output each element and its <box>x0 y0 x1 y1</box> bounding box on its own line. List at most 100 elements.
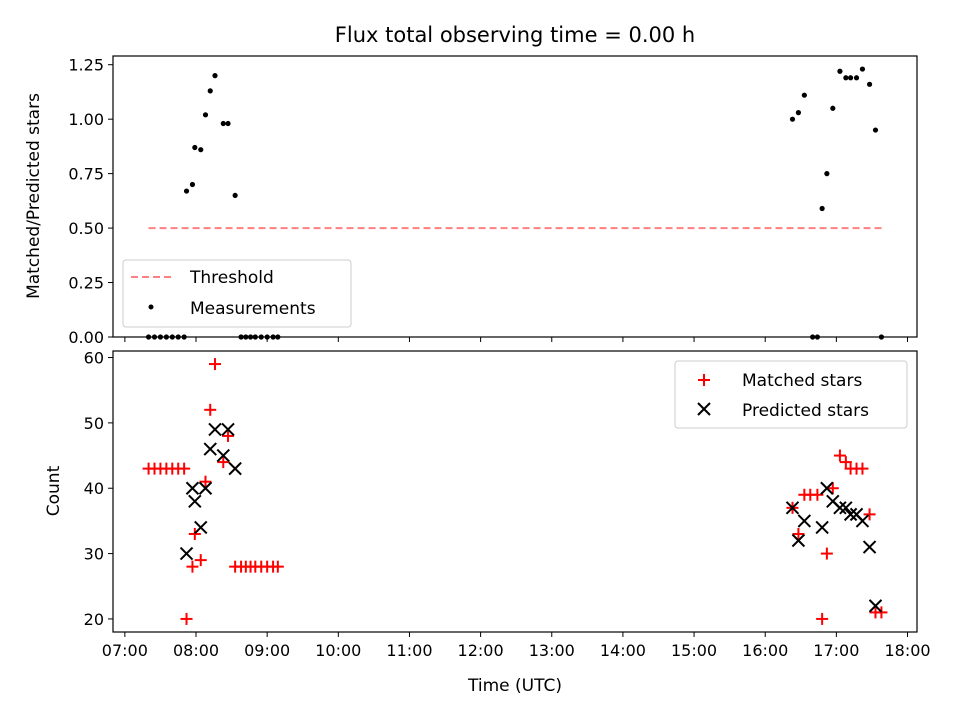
matched-star-point <box>811 488 824 501</box>
matched-star-point <box>178 462 191 475</box>
legend-predicted-label: Predicted stars <box>742 401 869 421</box>
matched-star-point <box>188 527 201 540</box>
predicted-star-point <box>179 546 194 561</box>
measurement-point <box>789 116 796 122</box>
bottom-x-tick-label: 08:00 <box>173 641 219 660</box>
bottom-y-tick-label: 30 <box>84 545 104 564</box>
matched-star-point <box>271 560 284 573</box>
top-plot-frame <box>112 55 918 338</box>
bottom-legend-box <box>674 360 908 429</box>
bottom-x-tick-label: 14:00 <box>600 641 646 660</box>
bottom-x-tick-label: 12:00 <box>458 641 504 660</box>
matched-star-point <box>792 527 805 540</box>
bottom-legend: Matched stars Predicted stars <box>674 360 908 429</box>
top-legend: Threshold Measurements <box>122 259 352 328</box>
matched-star-point <box>863 508 876 521</box>
matched-star-point <box>856 462 869 475</box>
legend-matched-swatch <box>698 374 710 386</box>
matched-star-point <box>222 429 235 442</box>
top-panel: 0.00 0.25 0.50 0.75 1.00 1.25 Matched/Predict… <box>24 55 918 347</box>
bottom-x-tick-label: 13:00 <box>529 641 575 660</box>
predicted-star-point <box>203 442 217 456</box>
measurement-point <box>847 75 854 81</box>
predicted-star-point <box>833 501 847 515</box>
matched-star-point <box>194 554 207 567</box>
bottom-y-axis-label: Count <box>44 465 64 516</box>
predicted-star-point <box>198 481 213 495</box>
top-y-tick-label: 0.25 <box>68 274 104 293</box>
bottom-x-tick-label: 10:00 <box>315 641 361 660</box>
predicted-star-point <box>855 514 870 528</box>
legend-measurements-swatch <box>148 304 154 310</box>
bottom-plot-frame <box>112 350 918 633</box>
matched-star-point <box>217 456 230 469</box>
top-y-tick-label: 0.00 <box>68 328 104 347</box>
chart-title: Flux total observing time = 0.00 h <box>335 23 695 47</box>
measurement-point <box>801 92 807 98</box>
measurement-point <box>225 120 231 127</box>
top-y-tick-label: 0.50 <box>68 219 104 238</box>
predicted-star-point <box>188 494 202 509</box>
legend-measurements-label: Measurements <box>190 299 316 319</box>
measurement-point <box>198 147 204 153</box>
measurement-point <box>872 127 879 133</box>
measurement-point <box>853 75 860 81</box>
matched-star-point <box>839 456 852 469</box>
matched-star-point <box>826 482 839 495</box>
top-y-tick-label: 0.75 <box>68 165 104 184</box>
matched-star-point <box>180 612 193 625</box>
bottom-x-tick-label: 18:00 <box>884 641 930 660</box>
measurement-point <box>207 88 213 94</box>
measurement-point <box>183 188 190 194</box>
matched-star-point <box>816 612 829 625</box>
matched-star-point <box>199 475 212 488</box>
matched-star-point <box>208 358 221 371</box>
measurement-point <box>866 81 873 87</box>
top-y-tick-label: 1.00 <box>68 110 104 129</box>
predicted-star-point <box>815 520 829 535</box>
measurement-point <box>830 105 836 111</box>
bottom-x-tick-label: 11:00 <box>386 641 432 660</box>
matched-star-point <box>186 560 199 573</box>
measurement-point <box>189 181 196 188</box>
predicted-star-point <box>185 481 200 495</box>
predicted-star-point <box>862 540 877 554</box>
bottom-y-tick-label: 20 <box>84 610 104 629</box>
matched-star-point <box>204 403 217 416</box>
legend-predicted-swatch <box>697 402 711 416</box>
predicted-star-point <box>797 514 812 528</box>
bottom-panel: 07:00 08:00 09:00 10:00 11:00 12:00 13:00 14:00… <box>44 349 931 696</box>
predicted-star-point <box>868 599 883 613</box>
measurement-point <box>819 205 825 212</box>
predicted-star-point <box>839 501 853 515</box>
legend-threshold-label: Threshold <box>189 268 274 288</box>
predicted-star-point <box>208 422 222 437</box>
legend-matched-label: Matched stars <box>742 371 862 391</box>
predicted-star-point <box>216 448 230 463</box>
x-axis-label: Time (UTC) <box>467 676 562 696</box>
measurement-point <box>824 171 830 177</box>
matched-star-point <box>833 449 846 462</box>
top-y-axis-label: Matched/Predicted stars <box>24 93 44 299</box>
bottom-x-tick-label: 17:00 <box>813 641 859 660</box>
measurement-point <box>232 192 238 199</box>
matched-star-point <box>820 547 833 560</box>
measurement-point <box>192 144 198 151</box>
matched-star-point <box>875 606 888 619</box>
measurement-point <box>859 66 866 72</box>
measurement-point <box>220 120 226 127</box>
measurement-point <box>837 68 843 74</box>
measurement-point <box>212 73 218 79</box>
measurement-point <box>202 112 209 118</box>
top-y-tick-label: 1.25 <box>68 56 104 75</box>
bottom-y-tick-label: 40 <box>84 479 104 498</box>
predicted-star-point <box>791 533 806 548</box>
bottom-x-tick-label: 09:00 <box>244 641 290 660</box>
bottom-y-tick-label: 60 <box>84 349 104 368</box>
predicted-star-point <box>843 507 858 522</box>
bottom-x-tick-label: 07:00 <box>102 641 148 660</box>
predicted-star-point <box>221 422 235 437</box>
bottom-x-tick-label: 16:00 <box>742 641 788 660</box>
